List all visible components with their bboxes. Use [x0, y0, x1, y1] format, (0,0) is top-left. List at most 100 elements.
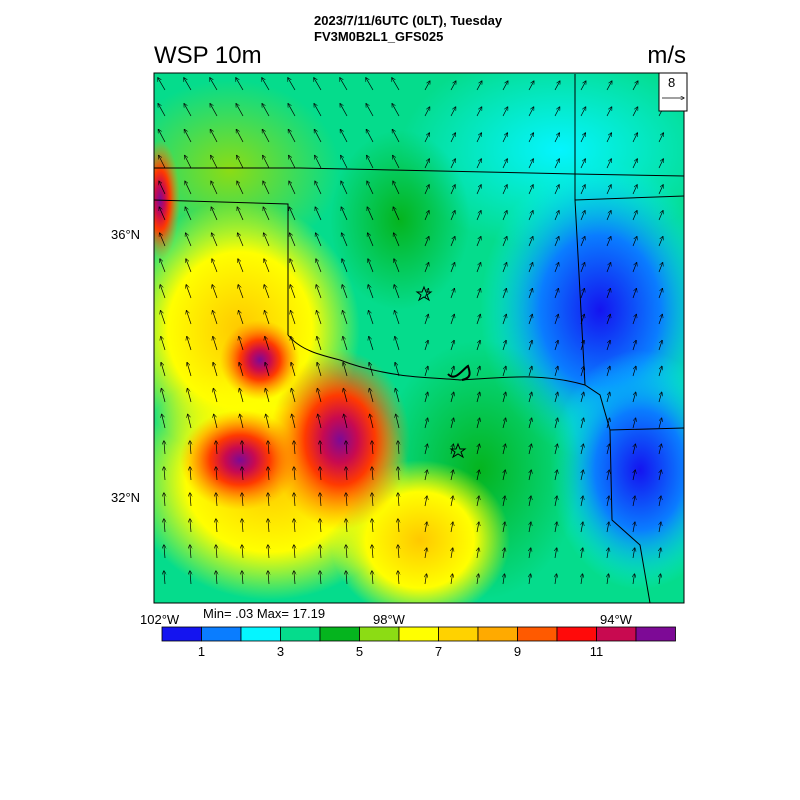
colorbar-swatch	[517, 626, 558, 642]
wind-arrow-icon	[502, 133, 507, 143]
wind-arrow-icon	[239, 363, 244, 377]
wind-arrow-icon	[606, 159, 611, 169]
run-date: 2023/7/11/6UTC (0LT), Tuesday	[314, 13, 503, 28]
wind-arrow-icon	[187, 363, 192, 377]
wind-arrow-icon	[342, 285, 348, 299]
wind-arrow-icon	[554, 81, 560, 91]
wind-arrow-icon	[632, 366, 636, 377]
wind-arrow-icon	[162, 414, 166, 429]
wind-arrow-icon	[369, 337, 374, 351]
wind-arrow-icon	[528, 211, 533, 221]
wind-arrow-icon	[528, 289, 532, 299]
wind-arrow-icon	[424, 133, 429, 143]
wind-arrow-icon	[476, 81, 482, 91]
wind-arrow-icon	[450, 81, 456, 91]
wind-arrow-icon	[320, 545, 321, 559]
wind-arrow-icon	[633, 444, 635, 455]
wind-arrow-icon	[398, 571, 399, 585]
wind-arrow-icon	[394, 285, 400, 299]
wind-arrow-icon	[186, 285, 192, 299]
wind-arrow-icon	[317, 389, 322, 403]
wind-arrow-icon	[633, 496, 635, 507]
wind-arrow-icon	[424, 315, 428, 325]
wind-arrow-icon	[263, 181, 270, 195]
wind-arrow-icon	[476, 315, 480, 325]
wind-arrow-icon	[291, 389, 296, 403]
wind-arrow-icon	[606, 392, 610, 403]
wind-arrow-icon	[606, 341, 610, 351]
wind-arrow-icon	[343, 389, 348, 403]
wind-arrow-icon	[450, 107, 456, 117]
wind-arrow-icon	[450, 315, 454, 325]
wind-arrow-icon	[316, 285, 322, 299]
wind-arrow-icon	[450, 341, 454, 351]
wind-arrow-icon	[317, 363, 322, 377]
wind-arrow-icon	[318, 414, 322, 429]
wind-arrow-icon	[503, 574, 505, 585]
wind-arrow-icon	[264, 233, 270, 247]
texas-louisiana-border	[609, 429, 651, 603]
wind-arrow-icon	[555, 548, 557, 559]
wind-arrow-icon	[607, 444, 609, 455]
colorbar-swatch	[398, 626, 439, 642]
wind-arrow-icon	[315, 207, 322, 221]
wind-arrow-icon	[343, 337, 348, 351]
colorbar-label: 11	[589, 644, 604, 659]
colorbar-swatch	[556, 626, 597, 642]
state-boundaries	[154, 74, 684, 603]
wind-arrow-icon	[528, 418, 532, 429]
wind-arrow-icon	[161, 363, 166, 377]
wind-arrow-icon	[186, 259, 192, 273]
wind-arrow-icon	[346, 493, 347, 507]
wind-arrow-icon	[314, 78, 322, 91]
wind-arrow-icon	[425, 522, 427, 533]
wind-arrow-icon	[367, 207, 374, 221]
wind-arrow-icon	[606, 237, 611, 247]
wind-arrow-icon	[158, 78, 166, 91]
wind-arrow-icon	[632, 133, 637, 143]
wind-arrow-icon	[502, 211, 507, 221]
wind-arrow-icon	[424, 81, 430, 91]
colorbar-swatch	[319, 626, 360, 642]
wind-arrow-icon	[607, 522, 609, 533]
wind-arrow-icon	[237, 181, 244, 195]
wind-arrow-icon	[424, 418, 428, 429]
wind-arrow-icon	[633, 574, 635, 585]
wind-arrow-icon	[268, 571, 269, 585]
wind-arrow-icon	[580, 366, 584, 377]
wind-arrow-icon	[580, 418, 584, 429]
wind-arrow-icon	[659, 444, 661, 455]
wind-arrow-icon	[368, 259, 374, 273]
wind-arrow-icon	[528, 107, 534, 117]
wind-arrow-icon	[161, 337, 166, 351]
wind-arrow-icon	[160, 259, 166, 273]
colorbar-swatch	[635, 626, 676, 642]
colorbar-swatch	[359, 626, 400, 642]
wind-arrow-icon	[476, 366, 480, 377]
wind-arrow-icon	[658, 392, 662, 403]
wind-arrow-icon	[393, 181, 400, 195]
wind-arrow-icon	[268, 467, 269, 481]
wind-arrow-icon	[340, 78, 348, 91]
colorbar-swatch	[280, 626, 321, 642]
wind-arrow-icon	[606, 263, 611, 273]
wind-arrow-icon	[606, 418, 610, 429]
wind-arrow-icon	[528, 133, 533, 143]
wind-arrow-icon	[190, 519, 191, 533]
wind-arrow-icon	[291, 311, 296, 325]
wind-arrow-icon	[372, 545, 373, 559]
wind-arrow-icon	[262, 78, 270, 91]
wind-arrow-icon	[392, 104, 400, 117]
wind-arrow-icon	[238, 233, 244, 247]
wind-arrow-icon	[288, 104, 296, 117]
wind-arrow-icon	[476, 133, 481, 143]
wind-arrow-icon	[242, 467, 243, 481]
wind-arrow-icon	[528, 263, 533, 273]
wind-arrow-icon	[262, 104, 270, 117]
wind-arrow-icon	[658, 237, 663, 247]
wind-arrow-icon	[554, 418, 558, 429]
wind-arrow-icon	[502, 107, 508, 117]
wind-arrow-icon	[164, 545, 165, 559]
wind-speed-field	[154, 73, 684, 603]
